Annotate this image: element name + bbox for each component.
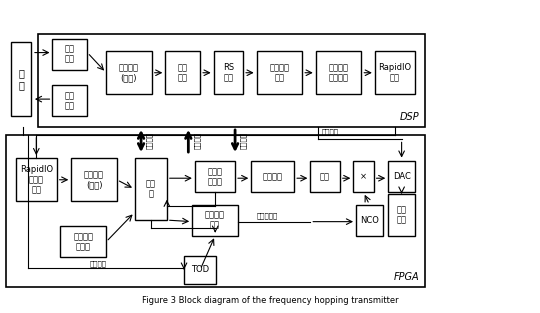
FancyBboxPatch shape — [214, 51, 243, 95]
FancyBboxPatch shape — [316, 51, 361, 95]
FancyBboxPatch shape — [195, 161, 235, 192]
Text: 存储
器: 存储 器 — [146, 179, 156, 199]
Text: 控制信号: 控制信号 — [322, 129, 339, 136]
FancyBboxPatch shape — [251, 161, 294, 192]
Text: 中断控制: 中断控制 — [240, 132, 247, 150]
Text: 速率匹配
(基带): 速率匹配 (基带) — [119, 63, 139, 82]
Text: Figure 3 Block diagram of the frequency hopping transmitter: Figure 3 Block diagram of the frequency … — [141, 296, 399, 305]
FancyBboxPatch shape — [184, 256, 217, 284]
FancyBboxPatch shape — [353, 161, 374, 192]
FancyBboxPatch shape — [256, 51, 302, 95]
FancyBboxPatch shape — [388, 194, 415, 236]
FancyBboxPatch shape — [356, 205, 383, 236]
Text: 跳频图案
产生器: 跳频图案 产生器 — [73, 232, 93, 252]
FancyBboxPatch shape — [192, 205, 238, 236]
FancyBboxPatch shape — [60, 226, 106, 257]
Text: DSP: DSP — [400, 112, 420, 122]
Bar — [6, 135, 425, 287]
Text: 频率控制字: 频率控制字 — [256, 213, 278, 219]
Text: 地址总线: 地址总线 — [194, 132, 200, 150]
FancyBboxPatch shape — [310, 161, 340, 192]
FancyBboxPatch shape — [375, 51, 415, 95]
Text: 基带控制: 基带控制 — [262, 172, 282, 181]
FancyBboxPatch shape — [52, 38, 87, 69]
FancyBboxPatch shape — [134, 158, 167, 220]
Text: 插值: 插值 — [320, 172, 330, 181]
Text: NCO: NCO — [360, 216, 379, 225]
FancyBboxPatch shape — [106, 51, 152, 95]
FancyBboxPatch shape — [11, 42, 31, 116]
Text: 数据交织
组包: 数据交织 组包 — [269, 63, 289, 82]
Text: 终
端: 终 端 — [18, 68, 24, 90]
Text: 中频
输出: 中频 输出 — [396, 205, 407, 224]
Text: 控制
信号: 控制 信号 — [65, 91, 75, 110]
Text: 发送频率
控制: 发送频率 控制 — [205, 210, 225, 230]
FancyBboxPatch shape — [52, 85, 87, 116]
Text: ×: × — [360, 172, 367, 181]
Text: TOD: TOD — [191, 265, 209, 274]
Text: RapidIO
接口控
制器: RapidIO 接口控 制器 — [20, 165, 53, 195]
Text: 跳频组侦
加同步头: 跳频组侦 加同步头 — [328, 63, 348, 82]
Text: 中断信号: 中断信号 — [90, 260, 106, 267]
FancyBboxPatch shape — [165, 51, 200, 95]
Text: 数据总线: 数据总线 — [146, 132, 153, 150]
Text: 发送数
据控制: 发送数 据控制 — [207, 167, 222, 186]
FancyBboxPatch shape — [71, 158, 117, 202]
Bar — [38, 34, 425, 127]
Text: DAC: DAC — [393, 172, 410, 181]
Text: 速率匹配
(中频): 速率匹配 (中频) — [84, 170, 104, 189]
Text: RapidIO
端口: RapidIO 端口 — [379, 63, 411, 82]
FancyBboxPatch shape — [16, 158, 57, 202]
Text: FPGA: FPGA — [394, 272, 420, 282]
Text: RS
编码: RS 编码 — [223, 63, 234, 82]
Text: 发送
数据: 发送 数据 — [65, 44, 75, 64]
FancyBboxPatch shape — [388, 161, 415, 192]
Text: 数据
打包: 数据 打包 — [178, 63, 188, 82]
